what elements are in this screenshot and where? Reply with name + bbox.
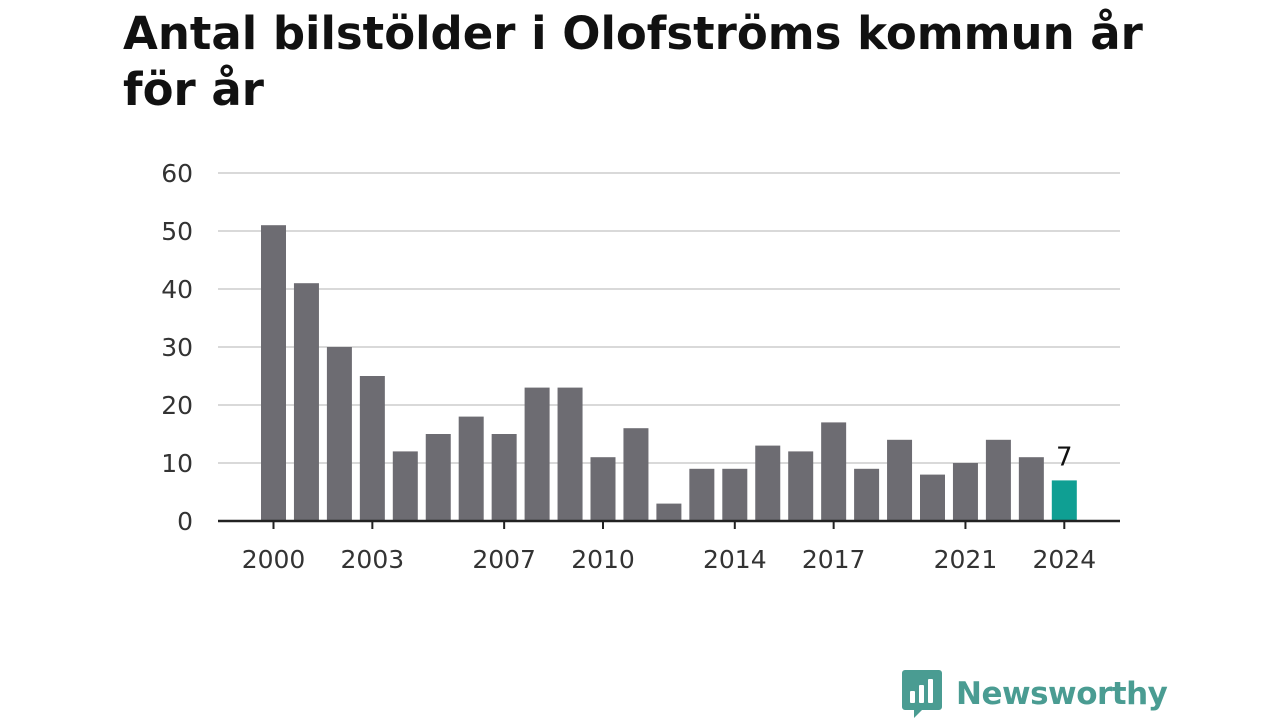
x-tick-label: 2017 [802, 545, 866, 574]
bar-2012 [656, 503, 682, 521]
bar-2011 [623, 428, 649, 521]
bar-2009 [557, 387, 583, 521]
x-tick-label: 2010 [571, 545, 635, 574]
y-tick-label: 50 [161, 217, 193, 246]
x-tick-label: 2014 [703, 545, 767, 574]
bar-2008 [524, 387, 550, 521]
bar-2013 [689, 468, 715, 521]
x-axis-ticks: 2000 2003 2007 2010 2014 2017 2021 2024 [242, 521, 1096, 574]
x-tick-label: 2024 [1032, 545, 1096, 574]
x-tick-label: 2003 [341, 545, 405, 574]
bar-2014 [722, 468, 748, 521]
x-tick-label: 2000 [242, 545, 306, 574]
bar-2018 [854, 468, 880, 521]
gridlines [218, 172, 1120, 464]
bar-2006 [458, 416, 484, 521]
brand-name: Newsworthy [956, 676, 1168, 712]
bar-2022 [985, 439, 1011, 521]
bar-2015 [755, 445, 781, 521]
bar-2021 [952, 463, 978, 521]
bar-2016 [788, 451, 814, 521]
chart-title: Antal bilstölder i Olofströms kommun år … [123, 7, 1143, 116]
x-tick-label: 2007 [472, 545, 536, 574]
newsworthy-logo-icon [902, 670, 942, 718]
y-axis-ticks: 0 10 20 30 40 50 60 [161, 159, 193, 536]
y-tick-label: 20 [161, 391, 193, 420]
x-tick-label: 2021 [934, 545, 998, 574]
bar-2023 [1018, 457, 1044, 521]
bar-2010 [590, 457, 616, 521]
bar-2020 [920, 474, 945, 521]
bar-2000 [261, 225, 286, 521]
y-tick-label: 0 [177, 507, 193, 536]
newsworthy-brand: Newsworthy [902, 670, 1168, 718]
bar-2007 [491, 434, 517, 521]
y-tick-label: 60 [161, 159, 193, 188]
bar-2005 [425, 434, 451, 521]
bar-2004 [392, 451, 418, 521]
bar-2002 [326, 347, 352, 521]
bar-2024 [1051, 480, 1077, 521]
y-tick-label: 30 [161, 333, 193, 362]
bar-2017 [821, 422, 847, 521]
y-tick-label: 40 [161, 275, 193, 304]
data-labels: 7 [1056, 442, 1073, 472]
y-tick-label: 10 [161, 449, 193, 478]
data-label-2024: 7 [1056, 442, 1073, 472]
bars [261, 225, 1077, 521]
bar-2003 [359, 376, 385, 521]
bar-2019 [887, 439, 913, 521]
bar-2001 [293, 283, 319, 521]
